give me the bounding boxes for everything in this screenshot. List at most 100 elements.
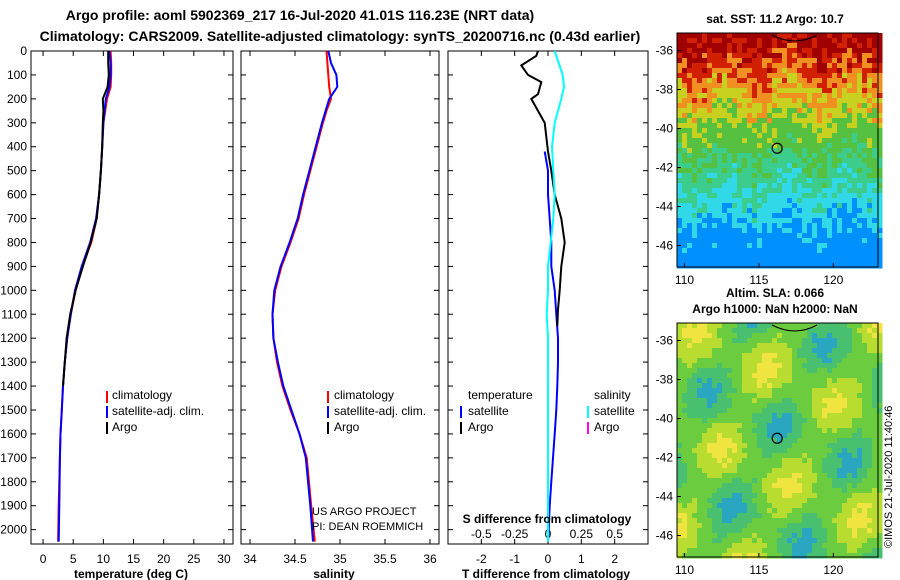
map-cell (697, 263, 703, 269)
map-cell (822, 183, 828, 189)
map-cell (717, 168, 723, 174)
map-cell (847, 38, 853, 44)
map-cell (737, 338, 743, 344)
map-cell (837, 43, 843, 49)
map-cell (747, 103, 753, 109)
map-cell (717, 468, 723, 474)
map-cell (732, 78, 738, 84)
map-cell (837, 263, 843, 269)
map-cell (852, 53, 858, 59)
map-cell (797, 478, 803, 484)
map-cell (777, 323, 783, 329)
map-cell (862, 458, 868, 464)
map-cell (862, 398, 868, 404)
map-cell (872, 408, 878, 414)
map-cell (802, 433, 808, 439)
map-cell (802, 93, 808, 99)
map-cell (727, 143, 733, 149)
map-cell (827, 388, 833, 394)
map-cell (792, 548, 798, 554)
map-cell (722, 438, 728, 444)
map-cell (877, 353, 883, 359)
map-cell (872, 518, 878, 524)
map-cell (707, 463, 713, 469)
map-cell (677, 108, 683, 114)
map-cell (852, 328, 858, 334)
map-cell (827, 528, 833, 534)
map-cell (732, 83, 738, 89)
map-cell (732, 408, 738, 414)
map-cell (807, 538, 813, 544)
map-cell (742, 358, 748, 364)
map-x-tick-label: 120 (823, 563, 843, 577)
map-cell (852, 248, 858, 254)
map-cell (877, 238, 883, 244)
map-cell (767, 493, 773, 499)
map-cell (697, 48, 703, 54)
map-cell (717, 63, 723, 69)
map-cell (792, 153, 798, 159)
map-cell (817, 238, 823, 244)
map-cell (852, 233, 858, 239)
map-cell (807, 438, 813, 444)
map-cell (822, 73, 828, 79)
map-cell (867, 458, 873, 464)
map-cell (757, 543, 763, 549)
map-cell (877, 253, 883, 259)
map-cell (762, 98, 768, 104)
map-cell (712, 548, 718, 554)
map-cell (742, 218, 748, 224)
map-cell (797, 353, 803, 359)
map-cell (877, 538, 883, 544)
map-y-tick-label: -36 (656, 44, 674, 58)
map-cell (877, 58, 883, 64)
map-cell (812, 418, 818, 424)
map-cell (862, 323, 868, 329)
map-cell (807, 473, 813, 479)
map-cell (722, 148, 728, 154)
map-cell (832, 323, 838, 329)
map-cell (772, 133, 778, 139)
map-cell (767, 443, 773, 449)
map-cell (757, 243, 763, 249)
map-cell (787, 488, 793, 494)
map-cell (727, 108, 733, 114)
map-cell (682, 153, 688, 159)
map-cell (872, 373, 878, 379)
map-cell (732, 193, 738, 199)
map-cell (857, 38, 863, 44)
sst-map: 110 115 120-36-38-40-42-44-46 (656, 32, 883, 287)
map-cell (777, 488, 783, 494)
map-cell (767, 408, 773, 414)
map-cell (837, 423, 843, 429)
map-cell (777, 463, 783, 469)
map-cell (677, 33, 683, 39)
map-cell (837, 513, 843, 519)
map-cell (797, 238, 803, 244)
map-y-tick-label: -38 (656, 373, 674, 387)
map-cell (752, 228, 758, 234)
map-cell (837, 173, 843, 179)
map-cell (692, 183, 698, 189)
map-cell (817, 553, 823, 559)
map-cell (742, 373, 748, 379)
map-cell (877, 378, 883, 384)
map-cell (782, 143, 788, 149)
map-cell (702, 528, 708, 534)
map-cell (867, 408, 873, 414)
map-cell (797, 323, 803, 329)
map-cell (807, 428, 813, 434)
y-tick-label: 600 (7, 188, 27, 202)
map-cell (827, 58, 833, 64)
map-cell (782, 228, 788, 234)
map-cell (832, 53, 838, 59)
map-cell (687, 73, 693, 79)
map-cell (777, 223, 783, 229)
map-cell (717, 208, 723, 214)
map-cell (792, 338, 798, 344)
map-cell (777, 43, 783, 49)
map-cell (787, 513, 793, 519)
map-cell (862, 93, 868, 99)
map-cell (812, 173, 818, 179)
map-cell (707, 253, 713, 259)
